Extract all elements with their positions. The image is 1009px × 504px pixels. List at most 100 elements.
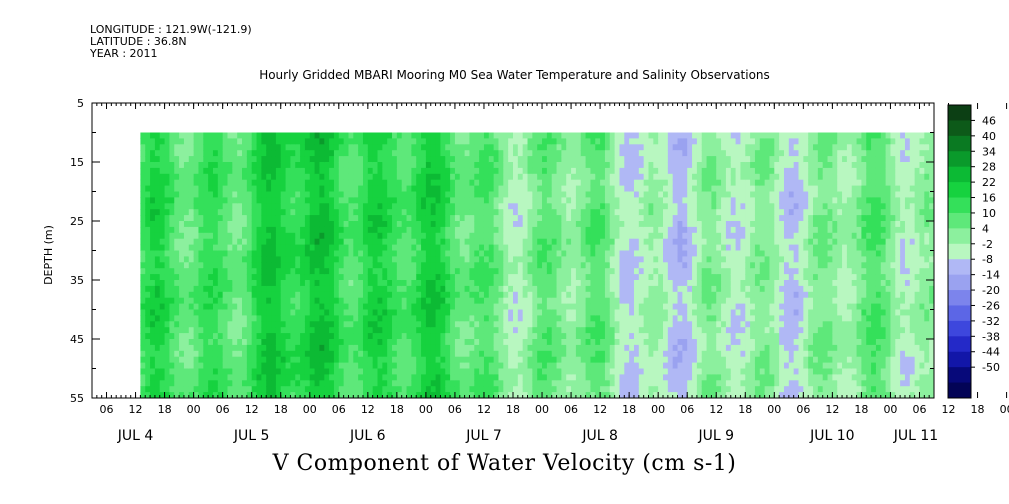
heatmap-cell xyxy=(474,226,480,234)
heatmap-cell xyxy=(164,197,171,204)
heatmap-cell xyxy=(183,303,190,311)
heatmap-cell xyxy=(392,268,398,275)
heatmap-cell xyxy=(140,179,146,187)
heatmap-cell xyxy=(174,285,180,293)
heatmap-cell xyxy=(217,203,224,210)
heatmap-cell xyxy=(174,191,180,198)
heatmap-cell xyxy=(300,262,306,269)
heatmap-cell xyxy=(498,274,504,281)
heatmap-cell xyxy=(537,386,543,393)
heatmap-cell xyxy=(459,333,466,340)
heatmap-cell xyxy=(624,315,630,322)
heatmap-cell xyxy=(440,362,446,370)
heatmap-cell xyxy=(667,339,674,346)
heatmap-cell xyxy=(208,374,214,381)
heatmap-cell xyxy=(464,197,471,204)
heatmap-cell xyxy=(246,262,253,269)
heatmap-cell xyxy=(454,226,461,234)
heatmap-cell xyxy=(217,356,224,364)
heatmap-cell xyxy=(624,368,630,375)
heatmap-cell xyxy=(319,132,325,139)
heatmap-cell xyxy=(653,327,659,334)
heatmap-cell xyxy=(372,333,379,340)
heatmap-cell xyxy=(619,238,625,246)
heatmap-cell xyxy=(595,274,601,281)
heatmap-cell xyxy=(575,268,582,275)
heatmap-cell xyxy=(198,179,204,187)
heatmap-cell xyxy=(387,238,393,246)
heatmap-cell xyxy=(503,374,509,381)
heatmap-cell xyxy=(454,256,461,263)
heatmap-cell xyxy=(329,268,335,275)
heatmap-cell xyxy=(150,374,156,381)
heatmap-cell xyxy=(362,344,369,352)
heatmap-cell xyxy=(522,333,529,340)
heatmap-cell xyxy=(280,392,287,398)
heatmap-cell xyxy=(609,374,616,381)
heatmap-cell xyxy=(242,274,248,281)
heatmap-cell xyxy=(280,250,287,257)
heatmap-cell xyxy=(658,232,664,240)
heatmap-cell xyxy=(203,333,209,340)
heatmap-cell xyxy=(658,285,664,293)
heatmap-cell xyxy=(212,262,219,269)
heatmap-cell xyxy=(532,232,538,240)
heatmap-cell xyxy=(232,209,238,216)
heatmap-cell xyxy=(338,167,345,175)
heatmap-cell xyxy=(227,232,233,240)
heatmap-cell xyxy=(435,380,442,387)
heatmap-cell xyxy=(503,209,509,216)
heatmap-cell xyxy=(503,156,509,163)
heatmap-cell xyxy=(600,209,606,216)
heatmap-cell xyxy=(469,191,475,198)
heatmap-cell xyxy=(571,327,577,334)
heatmap-cell xyxy=(159,285,166,293)
heatmap-cell xyxy=(227,138,233,145)
heatmap-cell xyxy=(261,167,267,175)
heatmap-cell xyxy=(367,268,374,275)
heatmap-cell xyxy=(672,132,679,139)
heatmap-cell xyxy=(174,374,180,381)
heatmap-cell xyxy=(280,173,287,181)
heatmap-cell xyxy=(483,268,490,275)
heatmap-cell xyxy=(280,386,287,393)
heatmap-cell xyxy=(212,285,219,293)
heatmap-cell xyxy=(212,344,219,352)
heatmap-cell xyxy=(285,244,291,252)
heatmap-cell xyxy=(309,333,316,340)
heatmap-cell xyxy=(314,285,321,293)
heatmap-cell xyxy=(271,244,277,252)
heatmap-cell xyxy=(387,327,393,334)
heatmap-cell xyxy=(145,309,151,316)
heatmap-cell xyxy=(343,197,350,204)
heatmap-cell xyxy=(425,386,432,393)
heatmap-cell xyxy=(580,386,587,393)
heatmap-cell xyxy=(169,280,175,287)
heatmap-cell xyxy=(435,392,442,398)
heatmap-cell xyxy=(522,368,529,375)
heatmap-cell xyxy=(445,150,451,157)
heatmap-cell xyxy=(479,215,485,222)
heatmap-cell xyxy=(300,179,306,187)
heatmap-cell xyxy=(242,138,248,145)
heatmap-cell xyxy=(609,339,616,346)
heatmap-cell xyxy=(667,244,674,252)
heatmap-cell xyxy=(237,256,243,263)
heatmap-cell xyxy=(406,386,412,393)
heatmap-cell xyxy=(513,191,519,198)
heatmap-cell xyxy=(353,167,359,175)
heatmap-cell xyxy=(154,268,161,275)
heatmap-cell xyxy=(459,244,466,252)
heatmap-cell xyxy=(353,132,359,139)
heatmap-cell xyxy=(585,362,592,370)
heatmap-cell xyxy=(348,156,354,163)
heatmap-cell xyxy=(503,221,509,228)
heatmap-cell xyxy=(575,209,582,216)
heatmap-cell xyxy=(343,303,350,311)
heatmap-cell xyxy=(246,250,253,257)
heatmap-cell xyxy=(159,244,166,252)
heatmap-cell xyxy=(193,386,200,393)
heatmap-cell xyxy=(566,350,572,358)
heatmap-cell xyxy=(343,185,350,193)
heatmap-cell xyxy=(648,280,654,287)
